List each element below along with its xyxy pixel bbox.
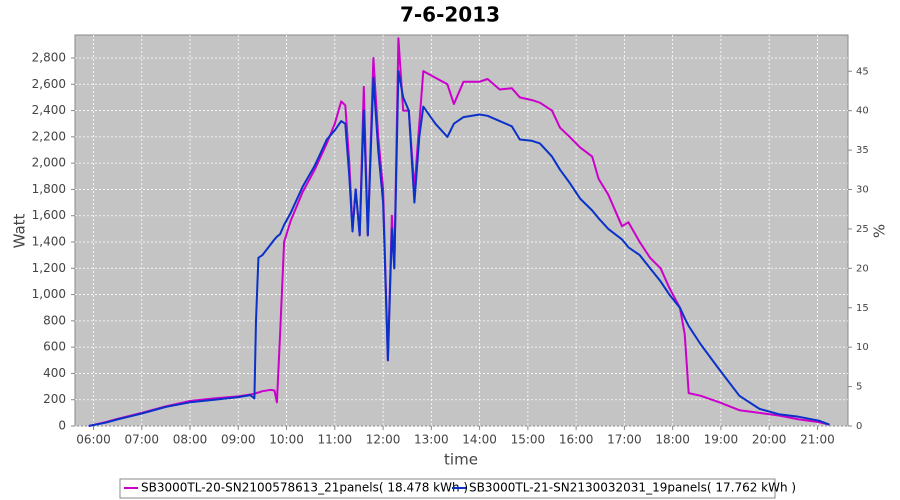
y-tick-label: 2,800	[32, 51, 66, 65]
x-tick-label: 13:00	[414, 433, 449, 447]
x-tick-label: 16:00	[559, 433, 594, 447]
y2-tick-label: 35	[856, 145, 869, 156]
x-tick-label: 12:00	[366, 433, 401, 447]
y-tick-label: 1,800	[32, 182, 66, 196]
x-tick-label: 09:00	[221, 433, 256, 447]
y-tick-label: 2,600	[32, 77, 66, 91]
y-tick-label: 2,400	[32, 103, 66, 117]
legend-label: SB3000TL-21-SN2130032031_19panels( 17.76…	[469, 481, 796, 495]
y2-tick-label: 40	[856, 106, 869, 117]
x-tick-label: 21:00	[800, 433, 835, 447]
y-tick-label: 600	[43, 340, 66, 354]
y-tick-label: 1,200	[32, 261, 66, 275]
y2-tick-label: 15	[856, 303, 869, 314]
y-tick-label: 2,000	[32, 156, 66, 170]
x-tick-label: 11:00	[318, 433, 353, 447]
series-line	[88, 70, 830, 427]
y2-tick-label: 30	[856, 185, 869, 196]
x-tick-label: 10:00	[269, 433, 304, 447]
x-tick-label: 19:00	[704, 433, 739, 447]
x-tick-label: 07:00	[124, 433, 159, 447]
y2-tick-label: 45	[856, 66, 869, 77]
x-tick-label: 06:00	[76, 433, 111, 447]
y-tick-label: 1,000	[32, 287, 66, 301]
x-tick-label: 15:00	[511, 433, 546, 447]
legend-label: SB3000TL-20-SN2100578613_21panels( 18.47…	[141, 481, 468, 495]
chart-title: 7-6-2013	[400, 3, 500, 27]
y2-tick-label: 25	[856, 224, 869, 235]
y-tick-label: 2,200	[32, 129, 66, 143]
x-tick-label: 18:00	[655, 433, 690, 447]
y2-tick-label: 10	[856, 342, 869, 353]
y-tick-label: 0	[58, 419, 66, 433]
y2-tick-label: 5	[856, 382, 862, 393]
y-tick-label: 200	[43, 392, 66, 406]
y-tick-label: 1,400	[32, 235, 66, 249]
legend	[119, 478, 776, 499]
plot-area	[74, 34, 849, 427]
series-line	[88, 37, 830, 427]
y2-tick-label: 20	[856, 263, 869, 274]
x-tick-label: 17:00	[607, 433, 642, 447]
y-axis-label: Watt	[11, 213, 29, 248]
x-tick-label: 14:00	[462, 433, 497, 447]
y-tick-label: 1,600	[32, 208, 66, 222]
y-tick-label: 800	[43, 313, 66, 327]
x-tick-label: 20:00	[752, 433, 787, 447]
y-tick-label: 400	[43, 366, 66, 380]
x-tick-label: 08:00	[173, 433, 208, 447]
x-axis-label: time	[444, 451, 478, 469]
y2-axis-label: %	[871, 224, 889, 238]
y2-tick-label: 0	[856, 421, 862, 432]
